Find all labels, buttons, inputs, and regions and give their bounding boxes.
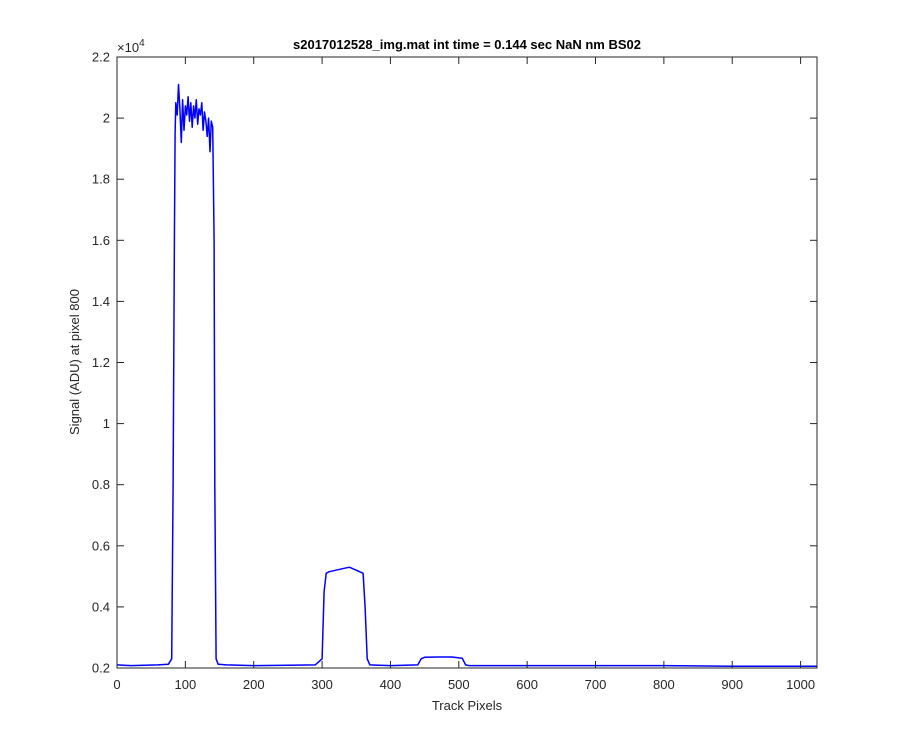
x-tick-label: 0 <box>113 677 120 692</box>
series-layer <box>116 83 817 667</box>
series-line-0 <box>116 83 817 667</box>
chart-title: s2017012528_img.mat int time = 0.144 sec… <box>293 37 641 52</box>
x-tick-label: 600 <box>516 677 538 692</box>
y-tick-label: 2.2 <box>92 50 110 65</box>
x-tick-label: 800 <box>653 677 675 692</box>
x-tick-label: 700 <box>585 677 607 692</box>
plot-area-border <box>116 56 818 669</box>
y-tick-label: 0.8 <box>92 477 110 492</box>
y-tick-label: 0.6 <box>92 538 110 553</box>
x-tick-label: 300 <box>311 677 333 692</box>
y-tick-label: 0.2 <box>92 661 110 676</box>
y-tick-label: 1.4 <box>92 294 110 309</box>
y-tick-label: 1.6 <box>92 233 110 248</box>
x-axis-label: Track Pixels <box>432 698 503 713</box>
x-tick-label: 500 <box>448 677 470 692</box>
y-exponent-base: ×10 <box>117 40 139 55</box>
x-tick-label: 200 <box>243 677 265 692</box>
y-exponent-power: 4 <box>139 38 145 49</box>
x-tick-label: 1000 <box>786 677 815 692</box>
y-tick-label: 1 <box>103 416 110 431</box>
x-tick-label: 400 <box>380 677 402 692</box>
x-tick-label: 100 <box>175 677 197 692</box>
x-tick-label: 900 <box>721 677 743 692</box>
y-exponent-label: ×104 <box>117 38 145 55</box>
ticks-layer: 0 100 200 300 400 500 600 700 800 900 1000 0.2 0.4 0.… <box>92 50 817 692</box>
svg-text:×104: ×104 <box>117 38 145 55</box>
y-tick-label: 2 <box>103 111 110 126</box>
y-tick-label: 0.4 <box>92 599 110 614</box>
y-axis-label: Signal (ADU) at pixel 800 <box>67 289 82 435</box>
y-tick-label: 1.2 <box>92 355 110 370</box>
y-tick-label: 1.8 <box>92 172 110 187</box>
